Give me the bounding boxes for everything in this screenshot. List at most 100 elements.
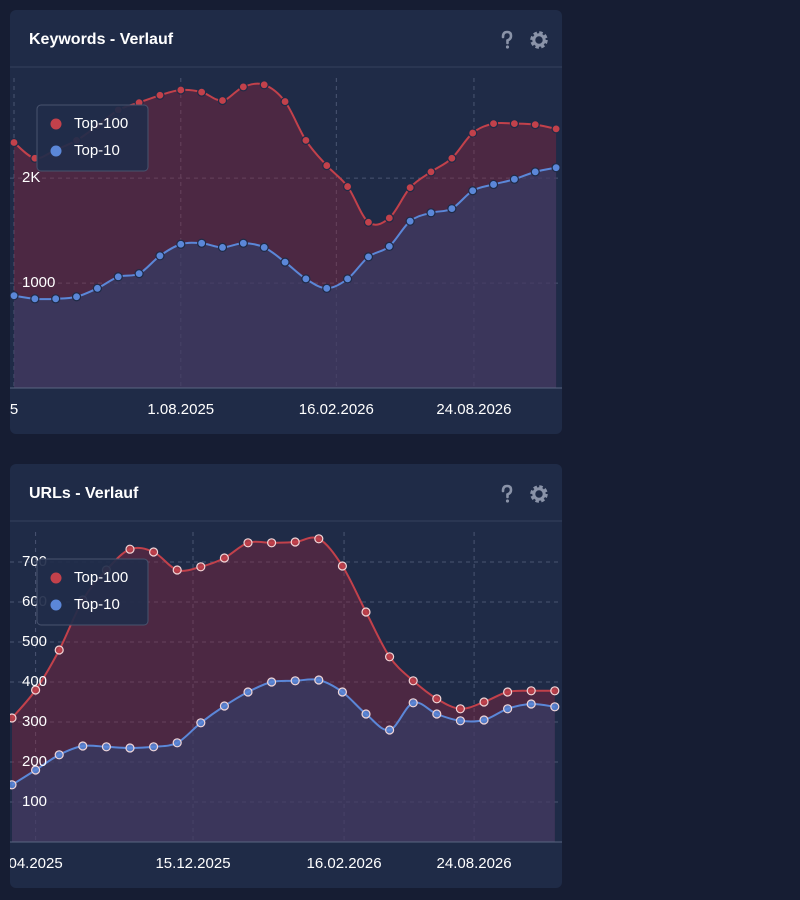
series-marker xyxy=(408,698,418,708)
series-marker xyxy=(363,217,374,227)
series-marker xyxy=(455,716,465,726)
series-marker xyxy=(551,163,561,173)
series-marker xyxy=(290,676,300,686)
series-marker xyxy=(550,686,560,696)
series-marker xyxy=(197,238,207,248)
gear-body xyxy=(532,33,546,47)
series-marker xyxy=(426,167,436,177)
legend-label[interactable]: Top-100 xyxy=(74,115,128,132)
x-tick-label: 24.08.2026 xyxy=(437,855,512,872)
legend-swatch xyxy=(50,118,62,130)
series-marker xyxy=(149,547,159,557)
series-marker xyxy=(113,272,123,282)
series-marker xyxy=(301,135,311,145)
series-marker xyxy=(238,82,248,92)
legend: Top-100 Top-10 xyxy=(36,558,149,626)
series-marker xyxy=(432,709,442,719)
series-marker xyxy=(432,694,442,704)
series-marker xyxy=(134,269,144,279)
series-marker xyxy=(509,174,519,184)
series-marker xyxy=(176,239,186,249)
series-marker xyxy=(479,697,489,707)
series-marker xyxy=(384,213,394,223)
legend-swatch xyxy=(50,572,62,584)
series-marker xyxy=(280,96,290,107)
help-icon[interactable] xyxy=(501,484,513,503)
panel-title: URLs - Verlauf xyxy=(29,485,139,502)
x-tick-label: 1.08.2025 xyxy=(147,401,214,418)
series-marker xyxy=(149,742,159,752)
panel: Keywords - Verlauf 1000 2K 5 1.08.2025 16.02.… xyxy=(10,10,562,434)
series-marker xyxy=(526,686,536,696)
series-marker xyxy=(267,538,277,548)
legend-swatch xyxy=(50,145,62,157)
series-marker xyxy=(488,179,499,190)
series-marker xyxy=(530,167,540,177)
series-marker xyxy=(219,701,229,711)
series-marker xyxy=(54,645,64,655)
series-marker xyxy=(526,699,536,709)
series-marker xyxy=(92,283,103,293)
series-marker xyxy=(509,119,519,129)
series-marker xyxy=(217,242,228,253)
y-tick-label: 300 xyxy=(22,713,47,730)
series-marker xyxy=(503,704,513,714)
series-marker xyxy=(196,718,206,728)
panel-title: Keywords - Verlauf xyxy=(29,31,174,48)
series-marker xyxy=(385,652,395,662)
series-marker xyxy=(361,709,371,719)
series-marker xyxy=(219,553,229,563)
series-marker xyxy=(54,750,64,760)
x-tick-label: 24.08.2026 xyxy=(436,401,511,418)
series-marker xyxy=(31,765,41,775)
series-marker xyxy=(71,292,82,302)
series-marker xyxy=(217,95,228,106)
legend: Top-100 Top-10 xyxy=(36,104,149,172)
series-marker xyxy=(314,675,324,685)
settings-icon[interactable] xyxy=(530,485,548,503)
y-tick-label: 2K xyxy=(22,169,40,186)
legend-label[interactable]: Top-100 xyxy=(74,569,128,586)
legend-box xyxy=(36,558,149,626)
series-marker xyxy=(238,238,248,248)
legend-box xyxy=(36,104,149,172)
help-icon[interactable] xyxy=(501,30,513,49)
series-marker xyxy=(125,743,135,753)
gear-body xyxy=(532,487,546,501)
series-marker xyxy=(176,85,186,95)
series-marker xyxy=(405,216,415,226)
series-marker xyxy=(243,687,253,697)
series-marker xyxy=(343,181,353,192)
x-tick-label: 15.12.2025 xyxy=(155,855,230,872)
series-marker xyxy=(551,124,561,134)
series-marker xyxy=(197,87,207,97)
series-marker xyxy=(550,702,560,712)
series-marker xyxy=(172,738,182,748)
series-marker xyxy=(479,715,489,725)
help-dot xyxy=(505,45,510,49)
series-marker xyxy=(10,780,17,790)
y-tick-label: 100 xyxy=(22,793,47,810)
series-marker xyxy=(384,241,394,251)
series-marker xyxy=(301,274,311,284)
series-marker xyxy=(10,291,19,301)
series-marker xyxy=(343,274,353,284)
series-marker xyxy=(455,704,465,714)
settings-icon[interactable] xyxy=(530,31,548,49)
y-tick-label: 1000 xyxy=(22,274,55,291)
series-marker xyxy=(468,186,478,196)
legend-label[interactable]: Top-10 xyxy=(74,142,120,159)
series-marker xyxy=(196,562,206,572)
gear-teeth xyxy=(530,31,548,49)
series-marker xyxy=(10,713,17,723)
series-marker xyxy=(280,257,290,267)
series-marker xyxy=(447,203,457,214)
series-marker xyxy=(259,242,269,253)
y-tick-label: 500 xyxy=(22,633,47,650)
legend-label[interactable]: Top-10 xyxy=(74,596,120,613)
series-marker xyxy=(78,741,88,751)
series-marker xyxy=(243,538,253,548)
series-marker xyxy=(447,153,457,163)
